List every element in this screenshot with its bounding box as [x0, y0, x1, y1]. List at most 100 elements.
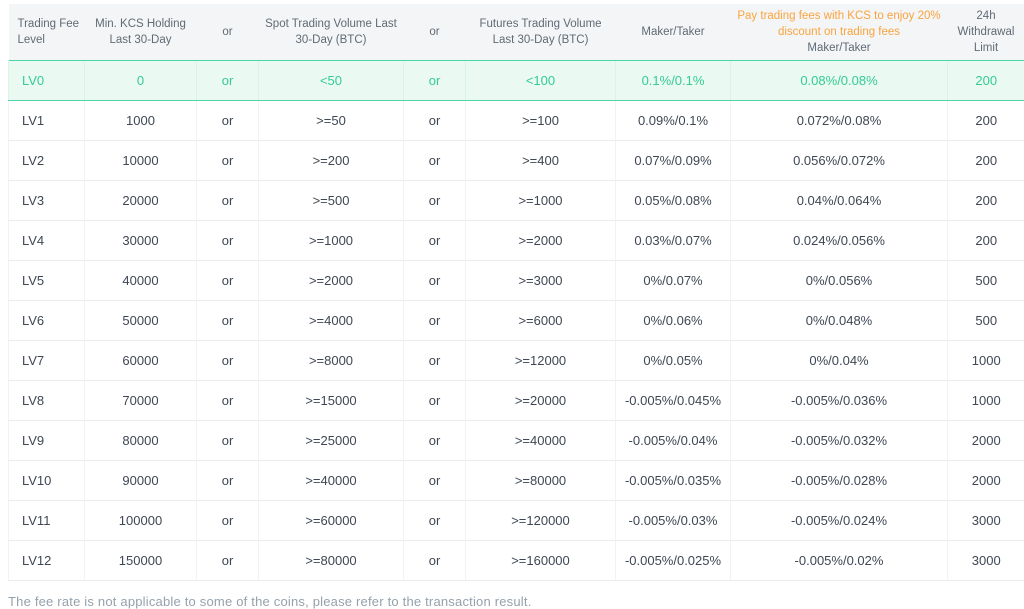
cell-fee-level: LV0 [9, 61, 85, 101]
header-24h-withdrawal-limit: 24h Withdrawal Limit [948, 4, 1024, 61]
header-futures-trading-volume: Futures Trading Volume Last 30-Day (BTC) [466, 4, 616, 61]
cell-fee-level: LV3 [9, 181, 85, 221]
cell-withdrawal-limit: 200 [948, 101, 1024, 141]
cell-spot-volume: >=2000 [259, 261, 404, 301]
cell-or: or [404, 141, 466, 181]
cell-or: or [197, 261, 259, 301]
cell-or: or [197, 221, 259, 261]
cell-futures-volume: >=2000 [466, 221, 616, 261]
kcs-discount-maker-taker-label: Maker/Taker [734, 40, 945, 56]
cell-or: or [404, 341, 466, 381]
cell-spot-volume: >=8000 [259, 341, 404, 381]
cell-withdrawal-limit: 200 [948, 181, 1024, 221]
cell-withdrawal-limit: 2000 [948, 421, 1024, 461]
cell-withdrawal-limit: 3000 [948, 541, 1024, 581]
cell-or: or [197, 301, 259, 341]
cell-maker-taker: -0.005%/0.03% [616, 501, 731, 541]
cell-maker-taker: 0.05%/0.08% [616, 181, 731, 221]
cell-min-kcs-holding: 10000 [85, 141, 197, 181]
cell-maker-taker: 0.07%/0.09% [616, 141, 731, 181]
cell-or: or [404, 61, 466, 101]
cell-min-kcs-holding: 60000 [85, 341, 197, 381]
cell-or: or [197, 461, 259, 501]
header-or-2: or [404, 4, 466, 61]
cell-fee-level: LV5 [9, 261, 85, 301]
cell-kcs-discount-maker-taker: -0.005%/0.028% [731, 461, 948, 501]
cell-min-kcs-holding: 50000 [85, 301, 197, 341]
cell-spot-volume: >=200 [259, 141, 404, 181]
cell-kcs-discount-maker-taker: 0.08%/0.08% [731, 61, 948, 101]
header-spot-trading-volume: Spot Trading Volume Last 30-Day (BTC) [259, 4, 404, 61]
cell-fee-level: LV10 [9, 461, 85, 501]
cell-withdrawal-limit: 2000 [948, 461, 1024, 501]
cell-fee-level: LV11 [9, 501, 85, 541]
cell-spot-volume: >=15000 [259, 381, 404, 421]
header-or-1: or [197, 4, 259, 61]
cell-futures-volume: >=100 [466, 101, 616, 141]
cell-fee-level: LV2 [9, 141, 85, 181]
cell-withdrawal-limit: 500 [948, 301, 1024, 341]
cell-fee-level: LV8 [9, 381, 85, 421]
cell-or: or [404, 421, 466, 461]
cell-min-kcs-holding: 1000 [85, 101, 197, 141]
cell-withdrawal-limit: 200 [948, 141, 1024, 181]
cell-min-kcs-holding: 100000 [85, 501, 197, 541]
cell-spot-volume: >=60000 [259, 501, 404, 541]
cell-futures-volume: >=6000 [466, 301, 616, 341]
cell-or: or [404, 301, 466, 341]
cell-fee-level: LV9 [9, 421, 85, 461]
cell-or: or [197, 421, 259, 461]
cell-kcs-discount-maker-taker: -0.005%/0.024% [731, 501, 948, 541]
cell-or: or [197, 141, 259, 181]
cell-withdrawal-limit: 500 [948, 261, 1024, 301]
cell-maker-taker: -0.005%/0.025% [616, 541, 731, 581]
cell-kcs-discount-maker-taker: 0.024%/0.056% [731, 221, 948, 261]
cell-spot-volume: >=1000 [259, 221, 404, 261]
cell-kcs-discount-maker-taker: 0.056%/0.072% [731, 141, 948, 181]
cell-min-kcs-holding: 90000 [85, 461, 197, 501]
cell-maker-taker: -0.005%/0.045% [616, 381, 731, 421]
kcs-discount-promo-text: Pay trading fees with KCS to enjoy 20% d… [734, 8, 945, 40]
cell-or: or [197, 341, 259, 381]
cell-or: or [404, 261, 466, 301]
cell-futures-volume: >=120000 [466, 501, 616, 541]
cell-or: or [404, 501, 466, 541]
cell-withdrawal-limit: 1000 [948, 381, 1024, 421]
cell-fee-level: LV1 [9, 101, 85, 141]
cell-spot-volume: >=50 [259, 101, 404, 141]
header-min-kcs-holding: Min. KCS Holding Last 30-Day [85, 4, 197, 61]
cell-futures-volume: >=40000 [466, 421, 616, 461]
cell-kcs-discount-maker-taker: 0%/0.048% [731, 301, 948, 341]
cell-fee-level: LV4 [9, 221, 85, 261]
cell-fee-level: LV12 [9, 541, 85, 581]
cell-min-kcs-holding: 40000 [85, 261, 197, 301]
header-row: Trading Fee Level Min. KCS Holding Last … [9, 4, 1024, 61]
cell-kcs-discount-maker-taker: -0.005%/0.032% [731, 421, 948, 461]
cell-min-kcs-holding: 70000 [85, 381, 197, 421]
cell-futures-volume: >=400 [466, 141, 616, 181]
cell-maker-taker: 0.09%/0.1% [616, 101, 731, 141]
cell-or: or [197, 501, 259, 541]
cell-futures-volume: >=12000 [466, 341, 616, 381]
cell-spot-volume: >=40000 [259, 461, 404, 501]
header-trading-fee-level: Trading Fee Level [9, 4, 85, 61]
cell-maker-taker: -0.005%/0.04% [616, 421, 731, 461]
cell-spot-volume: <50 [259, 61, 404, 101]
cell-spot-volume: >=4000 [259, 301, 404, 341]
cell-or: or [197, 181, 259, 221]
cell-maker-taker: 0%/0.07% [616, 261, 731, 301]
cell-or: or [404, 541, 466, 581]
cell-or: or [404, 221, 466, 261]
cell-spot-volume: >=500 [259, 181, 404, 221]
